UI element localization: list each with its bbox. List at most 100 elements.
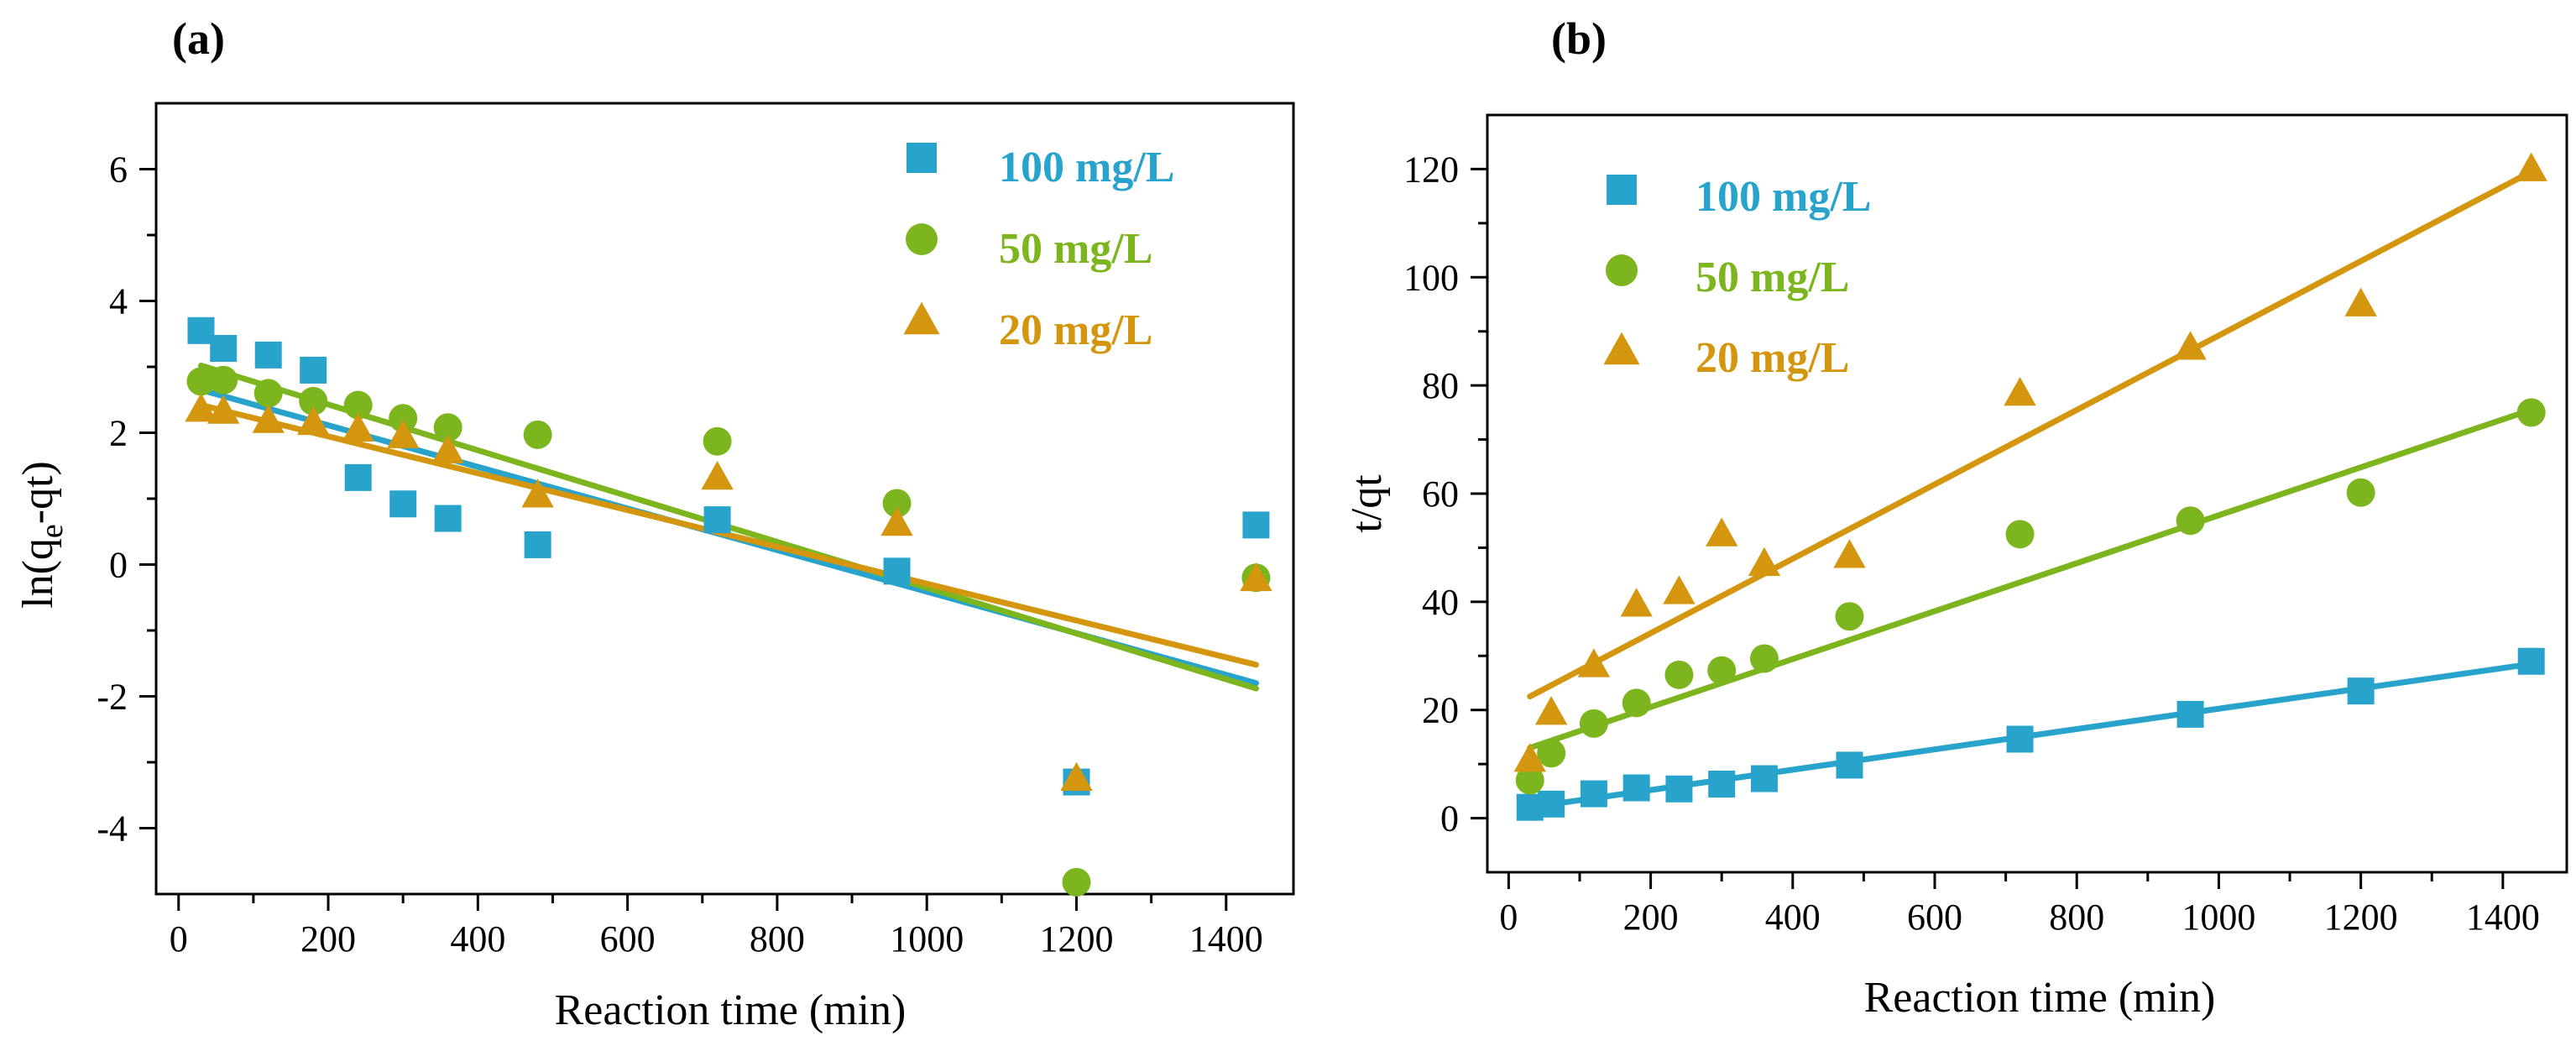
panel-a-xtick-label-800: 800 [750,918,805,960]
panel-b-legend-label-50: 50 mg/L [1696,254,1849,301]
panel-a-point-square-720 [703,506,731,534]
panel-b-point-triangle-300 [1705,517,1738,547]
panel-b-point-triangle-480 [1833,539,1866,568]
panel-a-point-triangle-30 [185,393,217,422]
panel-b-ytick-label-0: 0 [1440,798,1459,839]
panel-a-plot-area: 0 200 400 600 800 1000 1200 1400 -4 -2 0 2 4 6 [97,102,1295,960]
panel-a-point-triangle-60 [207,395,240,424]
panel-b-xtick-label-200: 200 [1623,897,1679,938]
panel-b-xtick-label-1200: 1200 [2324,897,2398,938]
panel-b-point-square-1440 [2517,647,2545,675]
panel-a-point-square-1440 [1242,511,1270,539]
panel-a-xtick-label-200: 200 [300,918,356,960]
panel-a-point-triangle-300 [386,419,420,448]
panel-a-ylabel-main: ln(q [14,538,62,609]
panel-a-fit-line-triangle [197,402,1259,668]
panel-a-point-circle-300 [389,404,418,433]
panel-b-point-triangle-180 [1620,588,1653,617]
panel-a-point-triangle-1440 [1240,562,1272,592]
panel-a-point-triangle-720 [701,461,734,490]
panel-a-xtick-label-0: 0 [170,918,188,960]
panel-b: (b) 0 200 400 600 800 1000 1200 1400 0 20 40 60 80 10… [1343,13,2568,1022]
panel-b-ytick-label-120: 120 [1403,149,1459,190]
panel-a-legend-label-50: 50 mg/L [999,225,1152,273]
panel-b-label: (b) [1551,13,1607,64]
panel-b-point-triangle-360 [1748,547,1781,577]
panel-b-point-circle-180 [1622,688,1651,718]
panel-b-point-circle-30 [1515,766,1544,795]
panel-b-xtick-label-0: 0 [1499,897,1518,938]
panel-b-point-circle-300 [1707,656,1737,685]
panel-a-xtick-label-600: 600 [600,918,656,960]
panel-b-xtick-label-800: 800 [2049,897,2104,938]
panel-a-xtick-label-400: 400 [450,918,505,960]
panel-b-ytick-label-100: 100 [1403,257,1459,298]
panel-a-ytick-label-6: 6 [109,149,128,191]
panel-a-xlabel: Reaction time (min) [555,986,907,1034]
panel-a-ytick-label-4: 4 [109,281,128,322]
panel-a-ytick-label-0: 0 [109,545,128,586]
panel-a-point-circle-960 [882,489,912,518]
panel-a-ylabel-sub: e [34,524,70,538]
panel-a-xtick-label-1000: 1000 [890,918,964,960]
panel-b-point-triangle-720 [2004,376,2036,406]
panel-b-xtick-label-1000: 1000 [2182,897,2255,938]
panel-b-fit-line-circle [1527,406,2535,751]
panel-a-point-triangle-480 [521,479,554,508]
panel-b-point-triangle-30 [1513,743,1546,772]
panel-a-legend-marker-triangle [903,301,940,335]
panel-b-point-square-300 [1708,770,1736,798]
panel-b-point-circle-360 [1749,644,1779,673]
panel-a-point-square-360 [434,505,462,532]
panel-b-xtick-label-600: 600 [1907,897,1962,938]
panel-b-ytick-label-60: 60 [1422,473,1459,515]
panel-a-point-square-240 [344,463,372,491]
panel-b-ytick-label-20: 20 [1422,690,1459,731]
panel-a-point-triangle-240 [342,412,374,442]
panel-b-legend-label-100: 100 mg/L [1696,173,1871,221]
panel-a-frame [154,102,1295,896]
panel-b-fit-line-triangle [1527,169,2535,700]
panel-a-point-circle-360 [433,413,462,442]
panel-b-point-square-720 [2006,725,2034,753]
panel-b-legend-marker-triangle [1603,332,1640,365]
panel-b-point-circle-1200 [2346,478,2375,507]
panel-b-point-triangle-1200 [2344,287,2377,316]
panel-b-legend-marker-square [1607,175,1637,205]
panel-a-point-square-480 [524,531,551,558]
panel-a-legend-label-20: 20 mg/L [999,306,1152,354]
panel-b-xlabel: Reaction time (min) [1864,974,2216,1022]
panel-a-point-circle-30 [186,367,216,396]
panel-a-legend-marker-circle [906,223,938,255]
panel-b-point-circle-960 [2176,506,2205,536]
panel-a-point-circle-60 [209,365,238,395]
panel-a-legend: 100 mg/L 50 mg/L 20 mg/L [903,143,1174,354]
panel-b-point-circle-1440 [2516,398,2546,427]
panel-a-point-square-960 [883,557,911,585]
panel-b-point-square-1200 [2347,677,2375,705]
panel-b-point-square-960 [2176,700,2204,728]
panel-a-point-triangle-960 [880,506,913,536]
panel-a-label: (a) [172,13,225,64]
panel-b-point-circle-720 [2005,520,2035,549]
panel-a-legend-label-100: 100 mg/L [999,144,1174,191]
panel-b-point-triangle-60 [1534,696,1568,725]
panel-b-point-square-120 [1580,780,1607,808]
panel-a-point-triangle-120 [252,404,285,433]
panel-a-point-circle-240 [343,390,373,420]
panel-b-frame [1486,113,2568,874]
panel-a-ytick-label-2: 2 [109,413,128,454]
panel-b-xtick-label-400: 400 [1765,897,1821,938]
panel-b-point-triangle-240 [1663,575,1696,604]
panel-b-ytick-label-80: 80 [1422,365,1459,406]
panel-b-point-square-240 [1665,775,1693,803]
panel-a-point-square-180 [300,356,327,384]
panel-b-legend: 100 mg/L 50 mg/L 20 mg/L [1603,173,1871,382]
panel-b-point-square-360 [1750,765,1778,792]
panel-b-point-circle-240 [1664,660,1694,689]
panel-b-point-circle-120 [1579,709,1608,738]
panel-b-point-square-480 [1836,751,1863,779]
panel-a-point-triangle-1200 [1060,761,1093,792]
panel-a: (a) 0 200 400 600 800 1000 1200 1400 -4 -2 0 2 4 6 Re… [14,13,1295,1034]
